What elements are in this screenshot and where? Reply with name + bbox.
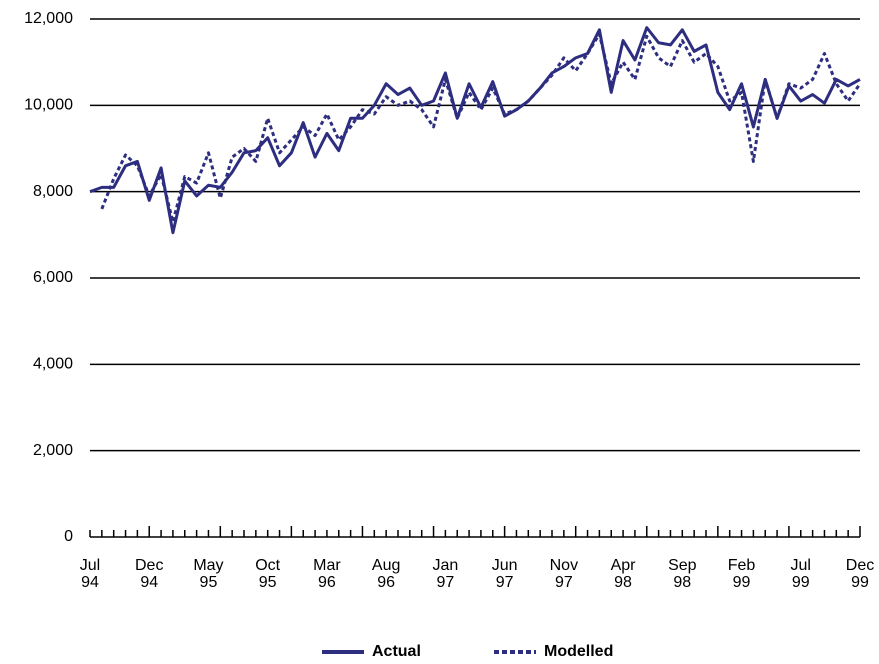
- x-tick-label: Aug 96: [371, 557, 401, 591]
- y-tick-label: 6,000: [33, 269, 73, 286]
- x-tick-label: Dec 99: [845, 557, 875, 591]
- legend-label: Modelled: [544, 643, 613, 660]
- y-tick-label: 10,000: [24, 97, 73, 114]
- x-tick-label: Sep 98: [668, 557, 697, 591]
- series-line: [100, 32, 862, 224]
- x-tick-label: Dec 94: [134, 557, 164, 591]
- x-tick-label: Jul 94: [79, 557, 101, 591]
- x-tick-label: Feb 99: [727, 557, 756, 591]
- x-tick-label: Mar 96: [313, 557, 341, 591]
- y-tick-label: 12,000: [24, 10, 73, 27]
- x-tick-label: Nov 97: [549, 557, 579, 591]
- y-tick-label: 4,000: [33, 356, 73, 373]
- x-tick-label: Jun 97: [491, 557, 518, 591]
- legend-label: Actual: [372, 643, 421, 660]
- x-tick-label: Apr 98: [610, 557, 636, 591]
- series-line: [89, 26, 861, 235]
- y-tick-label: 0: [64, 528, 73, 545]
- x-tick-label: Oct 95: [255, 557, 281, 591]
- y-tick-label: 8,000: [33, 183, 73, 200]
- y-tick-label: 2,000: [33, 442, 73, 459]
- x-tick-label: Jul 99: [790, 557, 811, 591]
- x-tick-label: Jan 97: [432, 557, 459, 591]
- x-tick-label: May 95: [193, 557, 224, 591]
